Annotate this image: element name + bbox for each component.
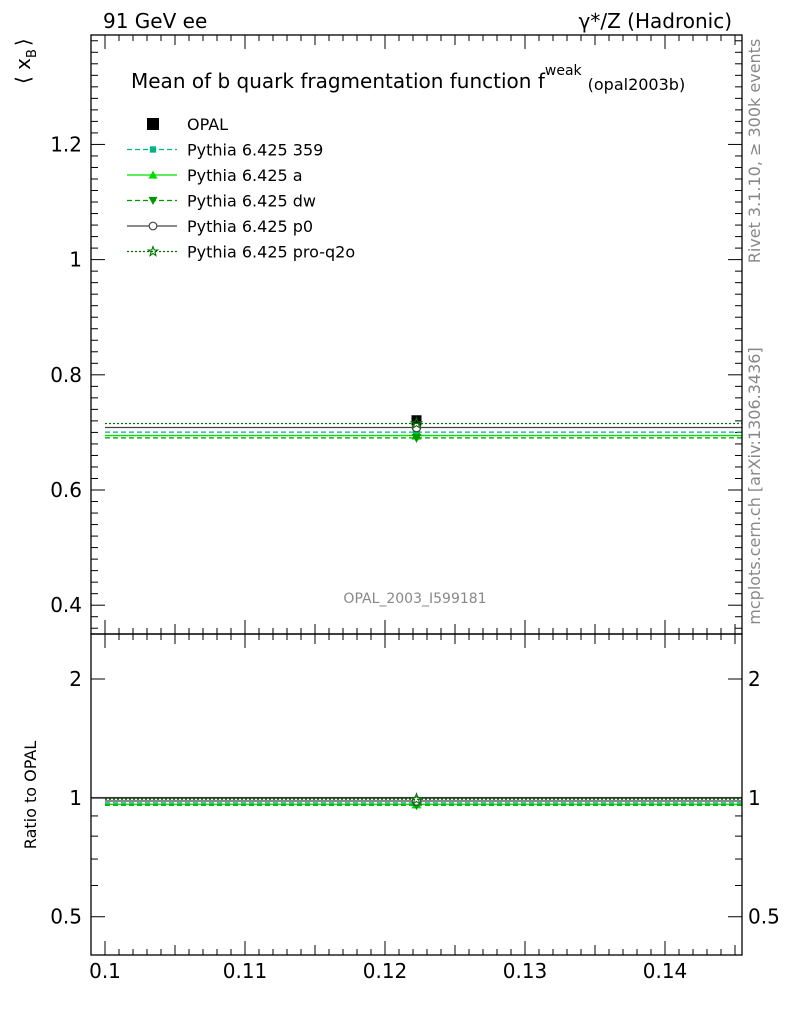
ratio-y-tick-label: 1 xyxy=(69,786,82,810)
y-tick-label: 1.2 xyxy=(50,132,82,156)
main-panel-series xyxy=(105,415,742,443)
legend-label: Pythia 6.425 359 xyxy=(187,141,323,160)
marker-square xyxy=(147,118,159,130)
marker-triangle-down xyxy=(148,196,158,205)
marker-square xyxy=(411,415,422,426)
legend-label: Pythia 6.425 pro-q2o xyxy=(187,243,355,262)
y-tick-label: 0.4 xyxy=(50,593,82,617)
ratio-axis-label: Ratio to OPAL xyxy=(21,741,40,849)
y-tick-label: 0.8 xyxy=(50,363,82,387)
legend-label: Pythia 6.425 a xyxy=(187,166,303,185)
marker-star xyxy=(409,792,424,806)
x-tick-label: 0.12 xyxy=(363,959,408,983)
ratio-y-tick-label: 0.5 xyxy=(50,905,82,929)
header-left: 91 GeV ee xyxy=(103,9,207,33)
chart-title-tag: (opal2003b) xyxy=(588,75,686,94)
ratio-y-tick-label-right: 1 xyxy=(748,786,761,810)
ratio-panel-frame xyxy=(90,633,743,956)
legend-label: OPAL xyxy=(187,115,228,134)
y-tick-label: 0.6 xyxy=(50,478,82,502)
x-tick-label: 0.14 xyxy=(643,959,688,983)
mcplots-label: mcplots.cern.ch [arXiv:1306.3436] xyxy=(745,347,764,624)
y-axis-label-sub: B xyxy=(25,49,40,58)
y-tick-label: 1 xyxy=(69,248,82,272)
chart-title-sup: weak xyxy=(545,63,583,79)
marker-triangle-up xyxy=(148,170,158,179)
x-tick-label: 0.1 xyxy=(89,959,121,983)
header-right: γ*/Z (Hadronic) xyxy=(579,9,732,33)
marker-star xyxy=(409,416,424,430)
ratio-y-tick-label-right: 2 xyxy=(748,667,761,691)
ratio-panel-ticks: 0.1 0.11 0.12 0.13 0.14 0.5 0.5 1 1 2 2 xyxy=(50,634,780,983)
chart-title-main: Mean of b quark fragmentation function f xyxy=(131,69,546,93)
legend: OPAL Pythia 6.425 359 Pythia 6.425 a Pythia… xyxy=(127,115,355,262)
legend-label: Pythia 6.425 p0 xyxy=(187,217,313,236)
x-tick-label: 0.13 xyxy=(503,959,548,983)
ratio-y-tick-label-right: 0.5 xyxy=(748,905,780,929)
marker-triangle-down xyxy=(411,433,422,443)
rivet-label: Rivet 3.1.10, ≥ 300k events xyxy=(745,39,764,264)
analysis-watermark: OPAL_2003_I599181 xyxy=(343,591,486,607)
ratio-panel-series xyxy=(91,792,742,811)
legend-label: Pythia 6.425 dw xyxy=(187,192,316,211)
x-tick-label: 0.11 xyxy=(223,959,268,983)
marker-star xyxy=(146,244,160,257)
ratio-y-tick-label: 2 xyxy=(69,667,82,691)
marker-square xyxy=(149,146,157,153)
y-axis-label-main: ⟨ x xyxy=(11,58,35,84)
y-axis-label-close: ⟩ xyxy=(11,38,35,46)
y-axis-label: ⟨ xB ⟩ xyxy=(11,38,40,84)
marker-circle xyxy=(148,221,158,231)
chart-title: Mean of b quark fragmentation function f… xyxy=(131,63,685,94)
